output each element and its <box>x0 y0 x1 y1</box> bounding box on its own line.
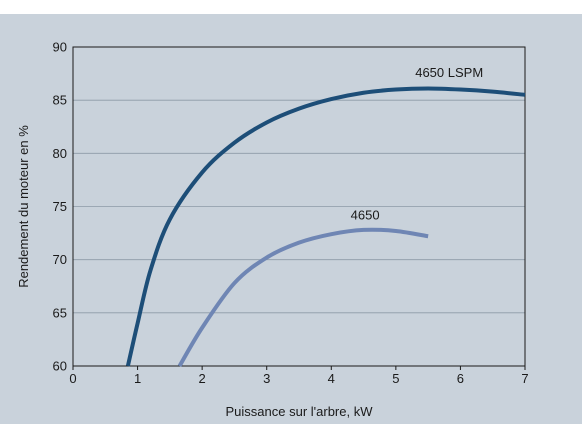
y-axis-title: Rendement du moteur en % <box>16 125 31 288</box>
y-tick-label: 80 <box>53 146 67 161</box>
y-tick-label: 85 <box>53 93 67 108</box>
x-tick-label: 6 <box>457 371 464 386</box>
x-tick-label: 3 <box>263 371 270 386</box>
x-tick-label: 5 <box>392 371 399 386</box>
series-label: 4650 LSPM <box>415 65 483 80</box>
y-tick-label: 60 <box>53 359 67 374</box>
x-tick-label: 4 <box>328 371 335 386</box>
efficiency-chart: 4650 LSPM 4650 60 65 70 75 80 85 90 0 1 2 3 4 5 6 7 Pui… <box>16 40 529 420</box>
tick-labels: 60 65 70 75 80 85 90 0 1 2 3 4 5 6 7 <box>53 40 529 387</box>
grid <box>73 99 525 314</box>
x-tick-label: 0 <box>69 371 76 386</box>
x-axis-title: Puissance sur l'arbre, kW <box>226 404 374 419</box>
x-tick-label: 1 <box>134 371 141 386</box>
plot-area <box>72 46 526 367</box>
y-tick-label: 70 <box>53 252 67 267</box>
y-tick-label: 65 <box>53 305 67 320</box>
x-tick-label: 7 <box>521 371 528 386</box>
y-tick-label: 90 <box>53 40 67 55</box>
chart-panel: 4650 LSPM 4650 60 65 70 75 80 85 90 0 1 2 3 4 5 6 7 Pui… <box>0 14 582 424</box>
series-label: 4650 <box>351 207 380 222</box>
y-tick-label: 75 <box>53 199 67 214</box>
series-layer: 4650 LSPM 4650 <box>125 65 526 368</box>
x-tick-label: 2 <box>199 371 206 386</box>
series-line-standard <box>177 227 429 368</box>
series-line-lspm <box>125 86 526 367</box>
